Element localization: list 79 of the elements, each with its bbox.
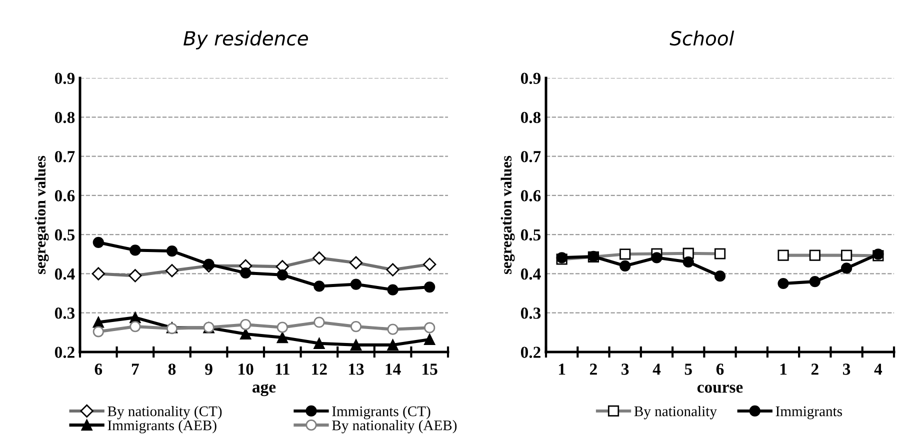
x-tick-label: 1 [780,364,787,375]
point [424,281,436,293]
y-axis-title: segregation values [500,156,515,274]
y-tick-label: 0.2 [54,346,74,358]
y-axis-title: segregation values [34,156,49,274]
x-tick-label: 7 [132,364,139,375]
x-tick-label: 2 [590,364,597,375]
point [778,278,789,290]
y-tick-label: 0.6 [54,190,75,202]
point [714,270,726,282]
point [682,256,694,268]
x-tick-label: 3 [843,364,850,375]
chart-title: By residence [184,30,308,50]
point [276,269,288,280]
y-tick-label: 0.8 [520,112,541,124]
point [240,319,252,330]
point [840,262,852,274]
x-tick-label: 4 [652,364,661,375]
x-tick-label: 13 [349,364,364,375]
x-tick-label: 4 [874,364,882,375]
y-tick-label: 0.9 [520,72,541,84]
point [350,321,362,332]
x-tick-label: 2 [811,364,818,375]
point [651,252,662,264]
point [276,322,288,333]
y-tick-label: 0.3 [54,308,75,319]
y-tick-label: 0.5 [520,229,541,241]
y-tick-label: 0.7 [520,150,541,162]
legend-label: By nationality (AEB) [332,420,457,434]
point [130,321,141,332]
x-tick-label: 14 [386,364,401,375]
x-tick-label: 11 [276,364,290,375]
y-tick-label: 0.6 [520,190,541,202]
legend-label: By nationality (CT) [108,406,222,420]
point [276,332,288,344]
y-tick-label: 0.4 [54,268,75,280]
point [92,326,104,338]
point [92,236,104,248]
x-tick-label: 9 [205,364,212,375]
point [387,324,398,335]
point [130,244,141,256]
x-tick-label: 12 [312,364,327,375]
y-tick-label: 0.9 [54,72,75,84]
point [620,260,631,272]
y-tick-label: 0.7 [54,150,75,162]
point [240,267,252,278]
legend-label: By nationality [634,406,717,420]
point [350,278,362,290]
legend-label: Immigrants [776,406,842,420]
x-tick-label: 15 [422,364,438,375]
point [203,258,214,270]
x-axis-title: age [252,384,276,396]
point [166,245,178,257]
x-tick-label: 10 [238,364,254,375]
legend-label: Immigrants (CT) [332,406,430,420]
x-tick-label: 3 [622,364,629,375]
x-tick-label: 8 [168,364,176,375]
point [387,284,398,296]
point [314,316,325,328]
point [92,316,104,328]
point [424,334,436,346]
point [387,339,398,351]
point [424,322,436,334]
legend-label: Immigrants (AEB) [108,420,216,434]
x-tick-label: 6 [94,364,102,375]
x-axis-title: course [697,384,743,393]
y-tick-label: 0.3 [520,308,541,319]
x-tick-label: 1 [558,364,566,375]
point [314,280,325,292]
point [350,339,362,351]
x-tick-label: 6 [716,364,724,375]
chart-title: School [670,30,734,46]
y-tick-label: 0.5 [54,229,75,241]
y-tick-label: 0.2 [520,346,540,358]
y-tick-label: 0.8 [54,112,75,124]
point [809,276,820,288]
point [314,338,325,349]
x-tick-label: 5 [684,364,692,375]
y-tick-label: 0.4 [520,268,541,280]
